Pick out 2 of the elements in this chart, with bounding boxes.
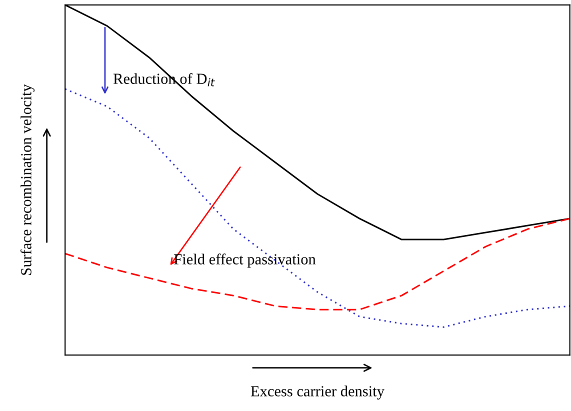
x-axis-title: Excess carrier density (250, 386, 384, 400)
y-axis-title: Surface recombination velocity (20, 84, 35, 275)
